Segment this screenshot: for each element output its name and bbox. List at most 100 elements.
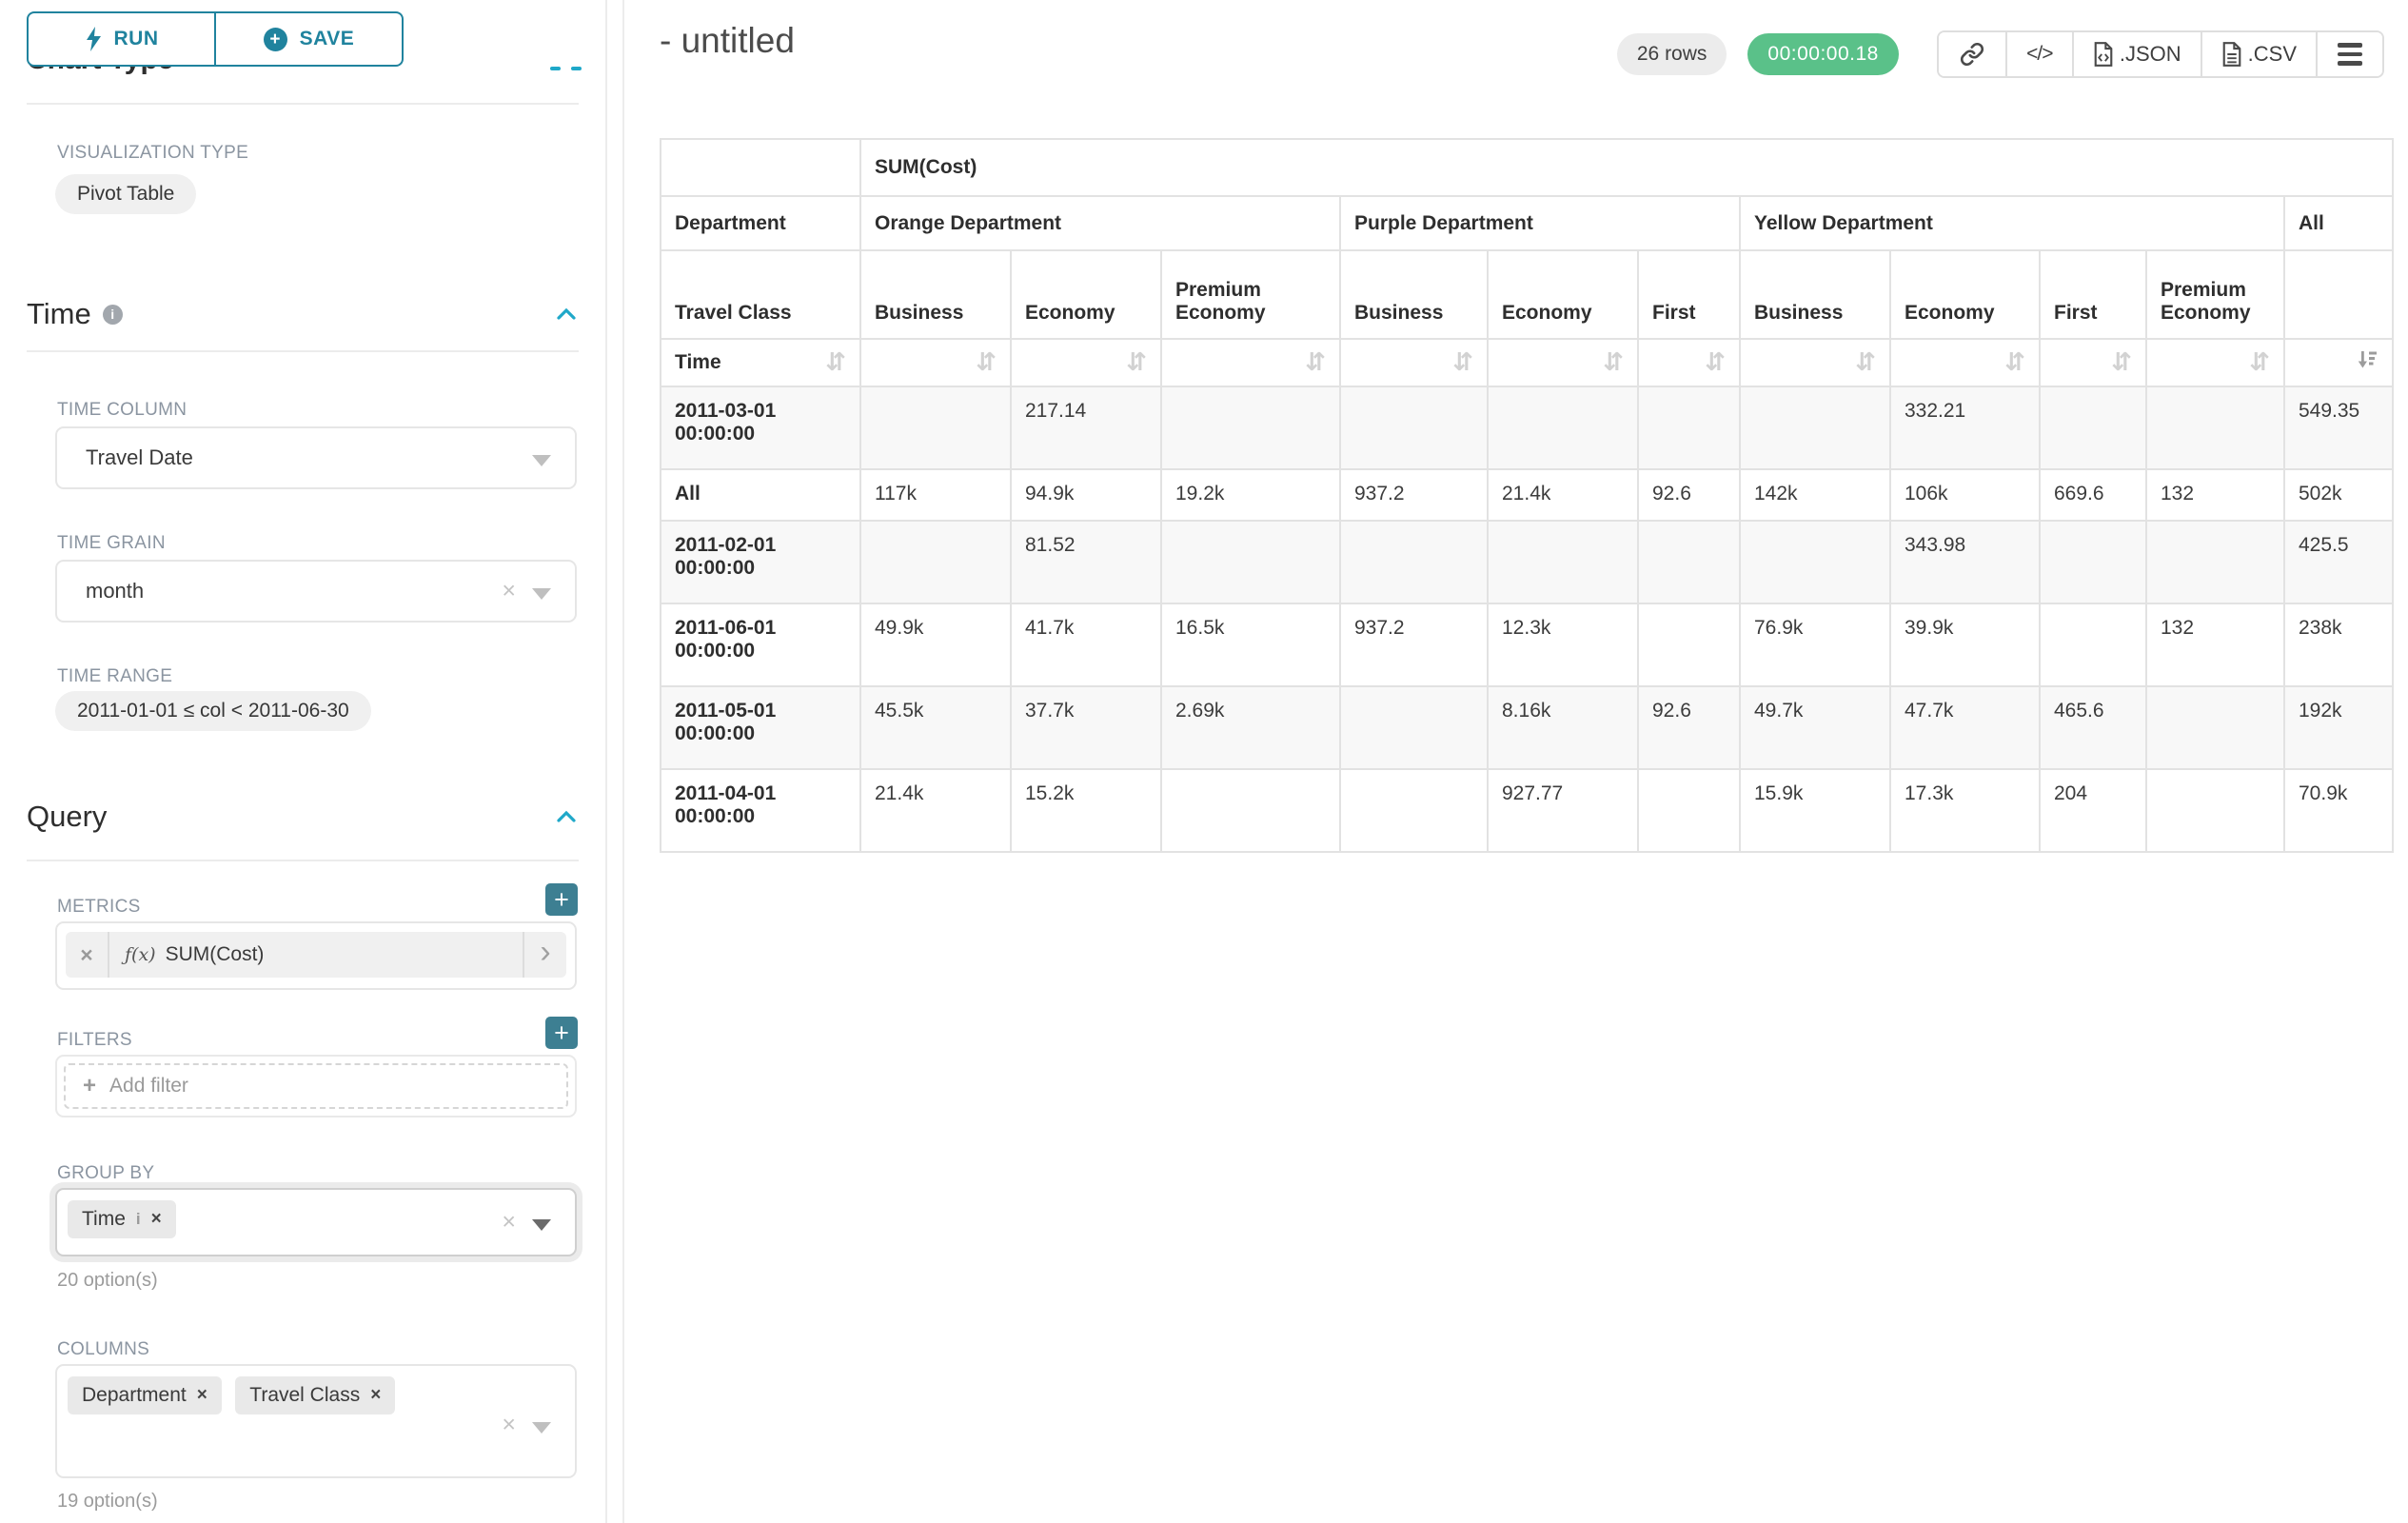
value-cell: 70.9k	[2283, 768, 2394, 853]
clear-icon[interactable]: ×	[502, 577, 516, 604]
columns-tag-department[interactable]: Department ×	[68, 1376, 222, 1414]
value-cell: 17.3k	[1889, 768, 2041, 853]
value-cell: 937.2	[1339, 603, 1489, 687]
view-query-button[interactable]: </>	[2004, 32, 2072, 76]
panel-resize-gutter[interactable]	[607, 0, 624, 1523]
group-by-tag-time[interactable]: Time i ×	[68, 1200, 176, 1238]
value-cell: 332.21	[1889, 386, 2041, 470]
sort-icon[interactable]: ⇵	[1452, 348, 1473, 377]
value-cell: 76.9k	[1739, 603, 1891, 687]
run-button[interactable]: RUN	[27, 11, 215, 67]
value-cell: 465.6	[2039, 685, 2147, 770]
chevron-down-icon	[532, 1422, 551, 1434]
remove-metric-icon[interactable]: ×	[66, 932, 109, 978]
table-row: 2011-02-01 00:00:00 81.52 343.98 425.5	[660, 520, 2394, 604]
value-cell: 12.3k	[1487, 603, 1639, 687]
chart-title[interactable]: - untitled	[660, 21, 795, 60]
sort-icon[interactable]: ⇵	[1603, 348, 1624, 377]
code-icon: </>	[2026, 43, 2053, 65]
remove-tag-icon[interactable]: ×	[196, 1385, 207, 1405]
clipped-chevron-fragment	[550, 67, 561, 70]
clear-icon[interactable]: ×	[502, 1411, 516, 1438]
value-cell: 117k	[859, 468, 1012, 522]
remove-tag-icon[interactable]: ×	[150, 1209, 162, 1229]
value-cell	[2039, 520, 2147, 604]
sort-icon[interactable]: ⇵	[976, 348, 997, 377]
filters-label: FILTERS	[57, 1030, 132, 1050]
sort-icon[interactable]: ⇵	[2111, 348, 2132, 377]
share-link-button[interactable]	[1938, 32, 2005, 76]
time-grain-label: TIME GRAIN	[57, 533, 166, 553]
value-cell: 669.6	[2039, 468, 2147, 522]
sort-header-cell	[2283, 338, 2394, 387]
value-cell	[2145, 685, 2285, 770]
time-column-select[interactable]: Travel Date	[55, 426, 577, 489]
remove-tag-icon[interactable]: ×	[370, 1385, 382, 1405]
clear-icon[interactable]: ×	[502, 1208, 516, 1236]
metric-chip[interactable]: × ƒ(x) SUM(Cost) ›	[66, 932, 566, 978]
sort-header-cell: ⇵	[1637, 338, 1741, 387]
value-cell: 49.7k	[1739, 685, 1891, 770]
travel-class-header: First	[1637, 249, 1741, 340]
value-cell	[859, 386, 1012, 470]
department-axis-label: Department	[660, 195, 861, 251]
value-cell	[1339, 768, 1489, 853]
value-cell: 19.2k	[1160, 468, 1341, 522]
export-json-button[interactable]: .JSON	[2071, 32, 2201, 76]
save-button[interactable]: + SAVE	[215, 11, 404, 67]
sort-header-cell: ⇵	[1010, 338, 1162, 387]
group-by-select[interactable]: Time i × ×	[55, 1188, 577, 1256]
time-range-pill[interactable]: 2011-01-01 ≤ col < 2011-06-30	[55, 691, 371, 731]
value-cell	[2039, 603, 2147, 687]
chevron-up-icon[interactable]	[554, 807, 579, 826]
table-row: 2011-05-01 00:00:00 45.5k 37.7k 2.69k 8.16k 9…	[660, 685, 2394, 770]
value-cell: 92.6	[1637, 685, 1741, 770]
value-cell	[2145, 520, 2285, 604]
chart-menu-button[interactable]	[2316, 32, 2382, 76]
sort-icon[interactable]: ⇵	[1705, 348, 1726, 377]
value-cell	[1637, 386, 1741, 470]
value-cell: 21.4k	[1487, 468, 1639, 522]
tag-label: Department	[82, 1384, 187, 1406]
value-cell: 16.5k	[1160, 603, 1341, 687]
department-group-header: Orange Department	[859, 195, 1341, 251]
columns-tag-travel-class[interactable]: Travel Class ×	[235, 1376, 396, 1414]
run-button-label: RUN	[113, 28, 159, 49]
sort-icon[interactable]: ⇵	[825, 348, 846, 377]
metrics-label: METRICS	[57, 897, 141, 917]
value-cell: 549.35	[2283, 386, 2394, 470]
sort-icon[interactable]: ⇵	[2004, 348, 2025, 377]
section-divider	[27, 860, 579, 861]
section-divider	[27, 103, 579, 105]
chevron-right-icon[interactable]: ›	[523, 932, 566, 978]
lightning-bolt-icon	[86, 27, 101, 51]
value-cell: 39.9k	[1889, 603, 2041, 687]
chevron-down-icon	[532, 1219, 551, 1231]
travel-class-header: Business	[859, 249, 1012, 340]
row-label: All	[660, 468, 861, 522]
value-cell: 2.69k	[1160, 685, 1341, 770]
sort-icon[interactable]: ⇵	[2249, 348, 2270, 377]
time-grain-select[interactable]: month ×	[55, 560, 577, 623]
sort-icon[interactable]: ⇵	[1855, 348, 1876, 377]
sort-icon[interactable]: ⇵	[1305, 348, 1326, 377]
sort-header-cell: ⇵	[1160, 338, 1341, 387]
metric-body: ƒ(x) SUM(Cost)	[109, 932, 523, 978]
sort-icon[interactable]: ⇵	[1126, 348, 1147, 377]
chevron-up-icon[interactable]	[554, 305, 579, 324]
table-row: All 117k 94.9k 19.2k 937.2 21.4k 92.6 142k 106k 6…	[660, 468, 2394, 522]
value-cell	[1487, 386, 1639, 470]
add-metric-button[interactable]: +	[545, 883, 578, 916]
add-filter-plus-button[interactable]: +	[545, 1017, 578, 1049]
travel-class-axis-label: Travel Class	[660, 249, 861, 340]
visualization-type-pill[interactable]: Pivot Table	[55, 174, 197, 214]
sort-desc-icon[interactable]	[2356, 348, 2378, 377]
add-filter-button[interactable]: + Add filter	[64, 1063, 568, 1109]
value-cell: 47.7k	[1889, 685, 2041, 770]
export-csv-button[interactable]: .CSV	[2200, 32, 2316, 76]
group-by-options-hint: 20 option(s)	[57, 1270, 158, 1291]
value-cell	[2145, 768, 2285, 853]
columns-select[interactable]: Department × Travel Class × ×	[55, 1364, 577, 1478]
value-cell: 92.6	[1637, 468, 1741, 522]
time-section-header: Time i	[27, 297, 579, 331]
